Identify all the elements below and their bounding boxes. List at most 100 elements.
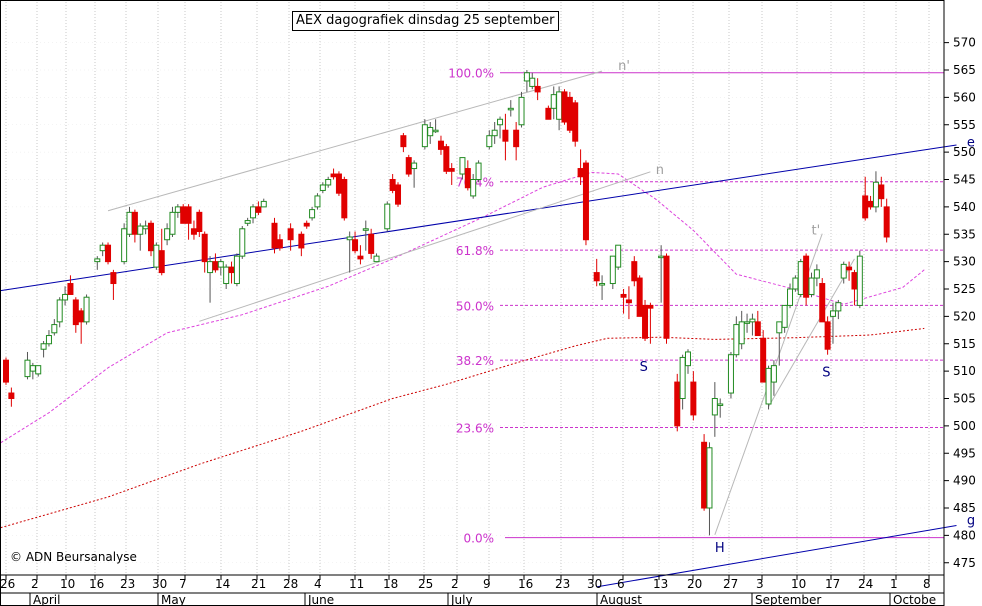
candle-down: [180, 206, 187, 224]
x-tick-label: 3: [756, 577, 764, 591]
candle-up: [174, 206, 181, 213]
x-tick-label: 10: [60, 577, 75, 591]
x-tick-label: 4: [314, 577, 322, 591]
candle-down: [851, 272, 858, 290]
candle-up: [24, 359, 31, 378]
fib-level-label: 23.6%: [456, 422, 494, 436]
trend-line: [199, 171, 651, 322]
x-tick-label: 26: [0, 577, 15, 591]
candle-up: [711, 398, 718, 416]
month-label: August: [600, 593, 642, 606]
candle-down: [803, 255, 810, 298]
x-tick-label: 1: [890, 577, 898, 591]
candle-down: [867, 200, 874, 208]
candle-down: [8, 392, 15, 399]
candle-up: [523, 72, 530, 82]
annotation-label: g: [967, 513, 975, 528]
annotation-label: e: [967, 136, 975, 151]
candle-up: [314, 195, 321, 208]
candle-down: [566, 96, 573, 131]
y-tick-label: 565: [953, 63, 976, 77]
x-tick-label: 8: [923, 577, 931, 591]
x-tick-label: 20: [687, 577, 702, 591]
candle-down: [674, 381, 681, 427]
y-tick-label: 475: [953, 556, 976, 570]
candle-down: [212, 261, 219, 271]
candle-up: [781, 304, 788, 328]
candle-down: [878, 184, 885, 200]
candle-down: [298, 233, 305, 249]
trend-line: [107, 70, 603, 212]
candle-down: [502, 129, 509, 142]
candle-down: [625, 299, 632, 304]
candle-down: [405, 157, 412, 175]
candle-down: [754, 321, 761, 337]
candle-up: [62, 293, 69, 301]
candle-up: [223, 266, 230, 285]
candle-up: [207, 261, 214, 274]
annotation-label: H: [715, 541, 725, 556]
candle-down: [883, 206, 890, 238]
candle-up: [470, 179, 477, 197]
x-tick-label: 28: [283, 577, 298, 591]
candle-up: [840, 263, 847, 279]
x-tick-label: 2: [451, 577, 459, 591]
candle-up: [250, 206, 257, 219]
candle-up: [260, 200, 267, 208]
candle-up: [486, 135, 493, 148]
candle-up: [792, 277, 799, 290]
fib-level-label: 0.0%: [464, 532, 495, 546]
y-tick-label: 490: [953, 474, 976, 488]
candle-up: [51, 324, 58, 334]
candle-down: [110, 272, 117, 285]
candle-up: [835, 302, 842, 312]
candle-down: [819, 283, 826, 323]
candle-up: [35, 365, 42, 375]
candle-down: [824, 321, 831, 350]
x-tick-label: 17: [825, 577, 840, 591]
candle-down: [357, 255, 364, 260]
x-tick-label: 27: [723, 577, 738, 591]
x-tick-label: 18: [383, 577, 398, 591]
candle-up: [507, 107, 514, 111]
month-label: July: [450, 593, 473, 606]
candle-up: [164, 228, 171, 241]
candle-up: [765, 367, 772, 405]
x-tick-label: 16: [518, 577, 533, 591]
candle-up: [421, 124, 428, 148]
month-label: September: [755, 593, 821, 606]
candle-down: [760, 337, 767, 383]
annotations: e g n' n t' S S H: [618, 59, 975, 556]
candle-down: [389, 179, 396, 191]
candle-up: [808, 277, 815, 295]
month-label: Octobe: [893, 593, 936, 606]
x-tick-label: 25: [418, 577, 433, 591]
candle-up: [121, 228, 128, 263]
candle-up: [717, 403, 724, 406]
candle-up: [233, 255, 240, 285]
x-tick-label: 13: [653, 577, 668, 591]
candle-down: [701, 441, 708, 509]
y-tick-label: 505: [953, 392, 976, 406]
candle-down: [158, 250, 165, 274]
candle-down: [341, 179, 348, 219]
candle-down: [631, 261, 638, 282]
candle-down: [3, 359, 9, 383]
candle-up: [137, 225, 144, 235]
candle-up: [787, 288, 794, 306]
candle-up: [706, 447, 713, 509]
candle-up: [744, 321, 751, 324]
candle-down: [271, 222, 278, 249]
candle-down: [78, 310, 85, 323]
candle-up: [83, 296, 90, 323]
y-tick-label: 480: [953, 528, 976, 542]
annotation-label: n: [656, 163, 664, 178]
candle-down: [572, 102, 579, 142]
candle-up: [99, 244, 106, 252]
candle-down: [642, 304, 649, 339]
candle-down: [663, 255, 670, 339]
candle-up: [776, 321, 783, 334]
candle-up: [797, 261, 804, 295]
